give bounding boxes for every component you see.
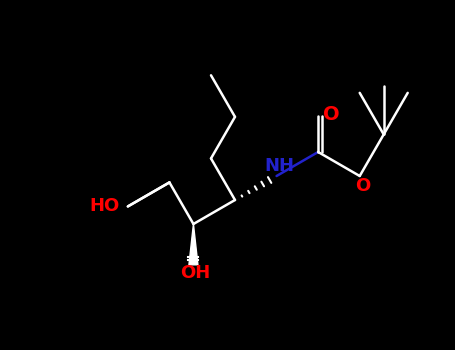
Text: HO: HO — [90, 197, 120, 216]
Text: O: O — [355, 177, 370, 195]
Text: NH: NH — [264, 157, 294, 175]
Text: OH: OH — [180, 264, 211, 282]
Polygon shape — [189, 224, 198, 265]
Text: O: O — [323, 105, 339, 124]
